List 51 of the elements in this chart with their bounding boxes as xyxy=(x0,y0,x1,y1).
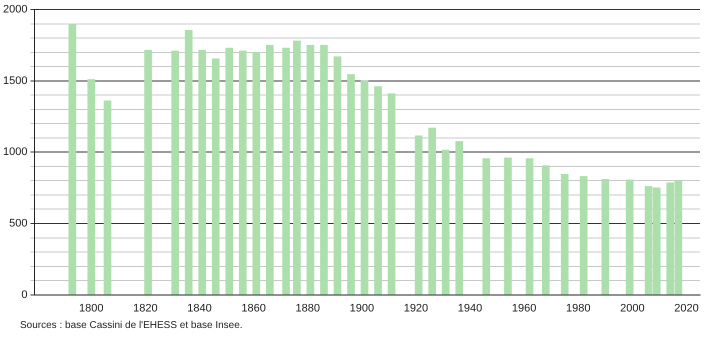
x-tick-label: 1860 xyxy=(241,302,266,314)
bar xyxy=(374,86,382,295)
bar xyxy=(526,158,534,295)
bar xyxy=(198,50,206,295)
bar xyxy=(560,174,569,295)
bar xyxy=(542,165,550,295)
bar xyxy=(455,141,464,295)
bar xyxy=(347,74,355,295)
bar xyxy=(184,30,193,295)
bar xyxy=(225,48,234,295)
bar xyxy=(601,178,610,295)
y-tick-label: 1500 xyxy=(2,74,28,87)
x-tick-label: 1960 xyxy=(512,302,536,314)
bar xyxy=(504,158,512,295)
bar xyxy=(171,50,179,295)
bar xyxy=(266,44,274,295)
y-tick-label: 0 xyxy=(21,288,28,301)
bar xyxy=(252,52,260,295)
bar xyxy=(388,93,396,295)
x-tick-label: 2020 xyxy=(674,302,699,314)
bar xyxy=(306,44,314,295)
source-note: Sources : base Cassini de l'EHESS et base Insee. xyxy=(20,320,243,331)
x-tick-label: 1880 xyxy=(295,302,320,314)
bar xyxy=(360,80,368,295)
bar xyxy=(212,58,220,295)
x-tick-label: 1800 xyxy=(79,302,104,314)
bar xyxy=(68,24,76,295)
y-tick-label: 2000 xyxy=(2,4,28,16)
bar xyxy=(482,158,490,295)
bar xyxy=(104,100,112,295)
x-tick-label: 1980 xyxy=(566,302,590,314)
bar xyxy=(293,40,301,295)
x-tick-label: 2000 xyxy=(620,302,645,314)
y-tick-label: 1000 xyxy=(2,146,28,158)
x-tick-label: 1840 xyxy=(187,302,212,314)
bar xyxy=(414,135,422,295)
x-tick-label: 1900 xyxy=(350,302,374,314)
x-tick-label: 1920 xyxy=(404,302,428,314)
bar xyxy=(428,128,436,295)
bar xyxy=(87,79,96,295)
bar xyxy=(442,150,450,295)
bar xyxy=(282,48,290,295)
bar xyxy=(580,176,588,295)
y-tick-label: 500 xyxy=(9,218,28,230)
x-tick-label: 1940 xyxy=(458,302,482,314)
x-tick-label: 1820 xyxy=(133,302,158,314)
bar xyxy=(334,56,342,295)
bar xyxy=(626,180,634,295)
bar xyxy=(320,44,328,295)
bar xyxy=(238,50,247,295)
bar xyxy=(144,50,152,295)
